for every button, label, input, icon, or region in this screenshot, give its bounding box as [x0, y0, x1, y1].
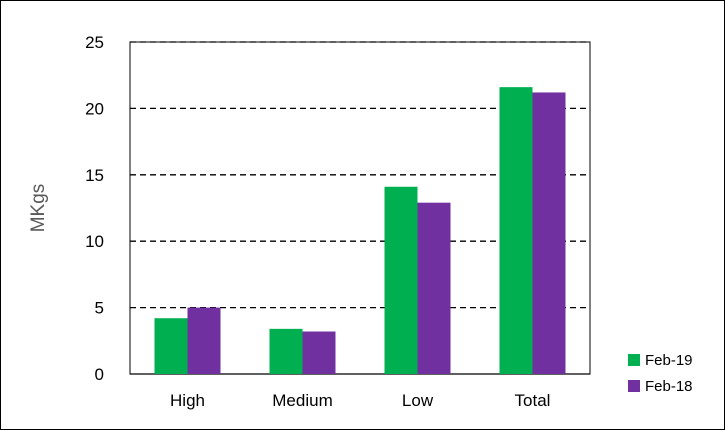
bars [154, 87, 566, 375]
bar-feb-19-low [384, 186, 418, 374]
x-axis-ticks: High Medium Low Total [170, 391, 550, 410]
bar-feb-18-low [417, 202, 451, 374]
y-tick-label: 5 [95, 299, 104, 318]
legend-label: Feb-19 [645, 352, 693, 369]
y-tick-label: 15 [85, 166, 104, 185]
legend-label: Feb-18 [645, 378, 693, 395]
bar-feb-19-medium [269, 328, 303, 374]
bar-feb-18-total [532, 92, 566, 375]
x-tick-label: Low [402, 391, 434, 410]
x-tick-label: High [170, 391, 205, 410]
y-tick-label: 0 [95, 365, 104, 384]
y-axis-label: MKgs [28, 184, 49, 233]
bar-feb-18-high [187, 307, 221, 374]
plot-area [129, 41, 591, 375]
legend: Feb-19 Feb-18 [628, 352, 693, 395]
bar-feb-19-high [154, 318, 188, 374]
bar-feb-19-total [499, 87, 533, 374]
y-tick-label: 10 [85, 232, 104, 251]
y-tick-label: 20 [85, 99, 104, 118]
x-tick-label: Total [515, 391, 551, 410]
y-tick-label: 25 [85, 33, 104, 52]
x-tick-label: Medium [272, 391, 332, 410]
y-axis-ticks: 0 5 10 15 20 25 [85, 33, 104, 384]
legend-swatch [628, 354, 640, 366]
legend-swatch [628, 380, 640, 392]
bar-feb-18-medium [302, 331, 336, 374]
